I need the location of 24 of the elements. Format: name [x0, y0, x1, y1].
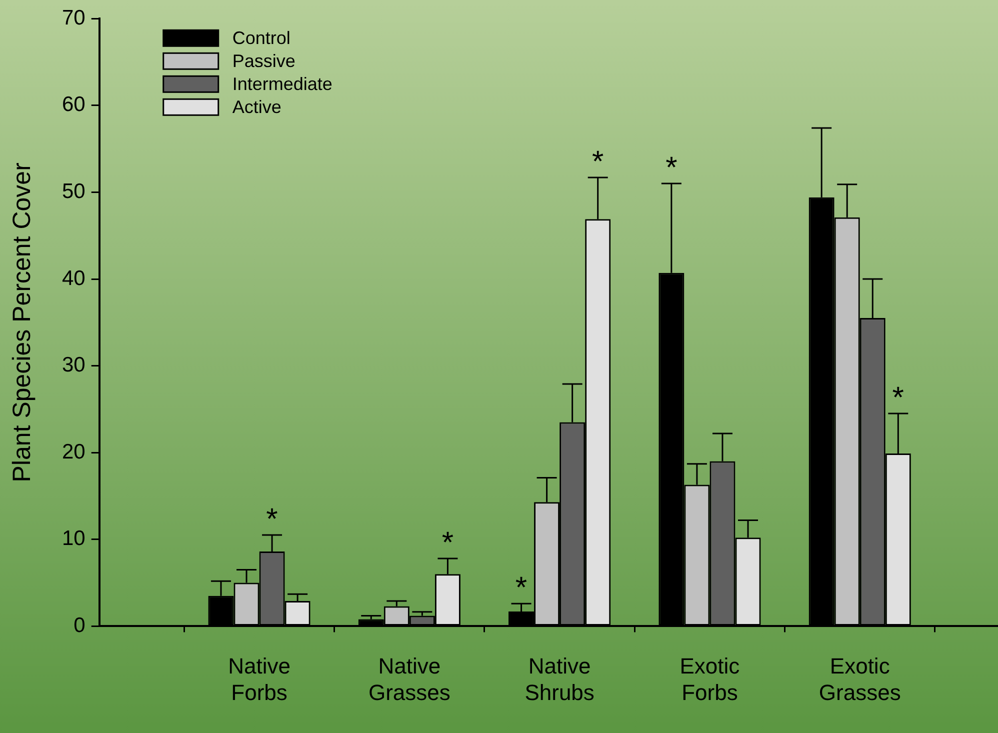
- x-tick-label: Native Shrubs: [524, 653, 594, 705]
- annotation: *: [266, 503, 278, 536]
- y-tick-label: 70: [62, 6, 86, 30]
- y-tick-label: 60: [62, 93, 86, 116]
- x-tick-label: Native Grasses: [368, 653, 450, 705]
- annotation: *: [515, 572, 528, 605]
- legend-label: Control: [232, 28, 290, 48]
- y-tick-label: 30: [62, 354, 86, 377]
- x-tick-label: Native Forbs: [228, 653, 290, 705]
- y-tick-label: 0: [74, 614, 86, 637]
- y-tick-label: 40: [62, 266, 86, 290]
- annotation: *: [666, 152, 678, 185]
- x-tick-label: Exotic Forbs: [680, 653, 740, 705]
- legend-label: Passive: [232, 51, 296, 72]
- y-tick-label: 20: [62, 440, 86, 464]
- y-axis-title: Plant Species Percent Cover: [8, 162, 36, 482]
- legend-label: Intermediate: [232, 74, 332, 94]
- annotation: *: [892, 382, 904, 415]
- legend-label: Active: [232, 97, 282, 118]
- x-tick-label: Exotic Grasses: [818, 653, 901, 705]
- y-tick-label: 50: [62, 180, 86, 203]
- y-tick-label: 10: [62, 527, 86, 550]
- annotation: *: [592, 145, 604, 178]
- annotation: *: [442, 526, 454, 560]
